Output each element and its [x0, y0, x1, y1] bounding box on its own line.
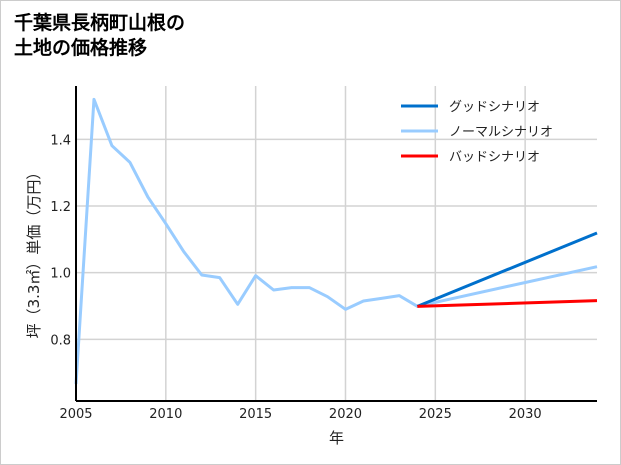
legend-label: ノーマルシナリオ — [449, 125, 553, 140]
x-tick-label: 2020 — [329, 407, 362, 422]
series-line-1 — [74, 97, 598, 385]
legend-label: バッドシナリオ — [449, 150, 540, 165]
series-line-0 — [416, 231, 598, 308]
legend-label: グッドシナリオ — [449, 100, 540, 115]
x-axis-label: 年 — [329, 429, 344, 447]
series-line-2 — [417, 299, 598, 308]
x-tick-label: 2010 — [149, 407, 182, 422]
y-tick-label: 1.2 — [50, 200, 71, 215]
y-axis-label: 坪（3.3㎡）単価（万円） — [25, 165, 43, 339]
x-tick-label: 2030 — [509, 407, 542, 422]
x-tick-label: 2005 — [59, 407, 92, 422]
y-tick-label: 1.0 — [50, 267, 71, 282]
x-tick-label: 2025 — [419, 407, 452, 422]
x-tick-label: 2015 — [239, 407, 272, 422]
y-tick-label: 0.8 — [50, 333, 71, 348]
title-line-1: 千葉県長柄町山根の — [14, 12, 186, 34]
title-line-2: 土地の価格推移 — [14, 37, 148, 59]
y-tick-label: 1.4 — [50, 133, 71, 148]
chart-title: 千葉県長柄町山根の 土地の価格推移 — [14, 11, 185, 61]
